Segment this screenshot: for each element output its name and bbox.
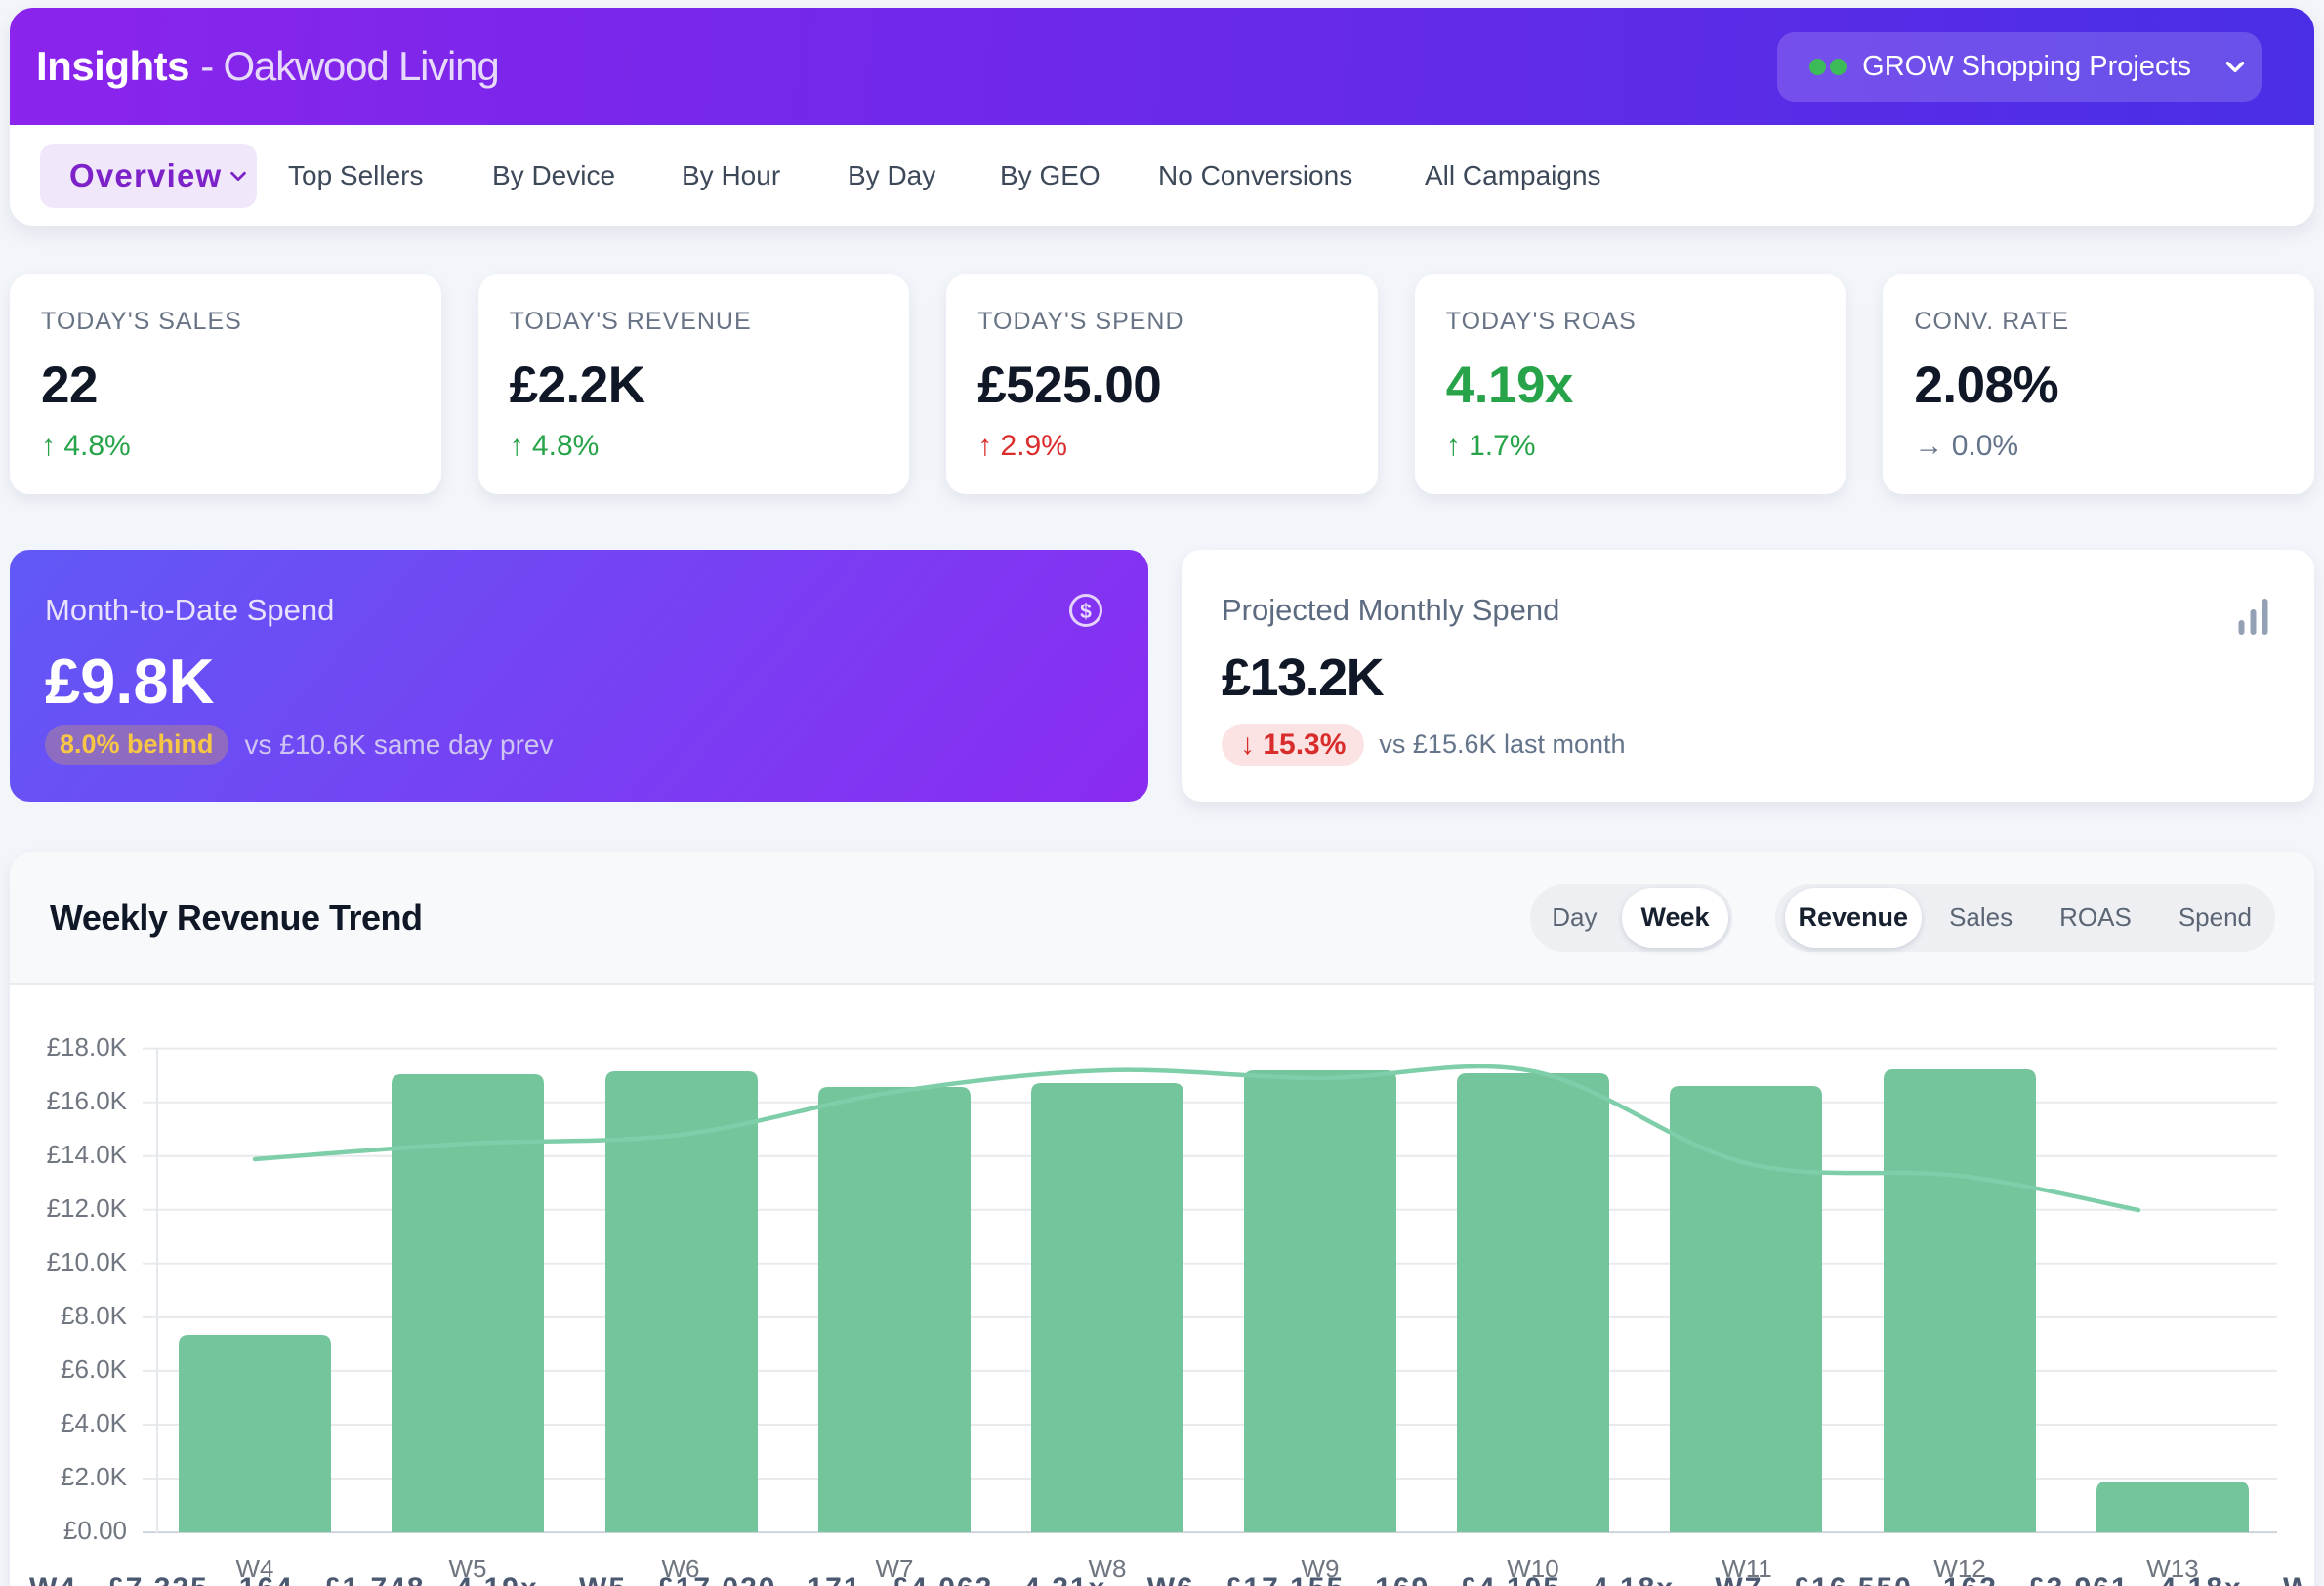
svg-text:$: $	[1080, 601, 1092, 623]
svg-text:W9: W9	[1302, 1554, 1340, 1583]
svg-text:£0.00: £0.00	[63, 1516, 127, 1545]
svg-text:£8.0K: £8.0K	[61, 1301, 128, 1330]
svg-text:W13: W13	[2146, 1554, 2198, 1583]
svg-text:£2.0K: £2.0K	[61, 1462, 128, 1491]
svg-text:£16.0K: £16.0K	[47, 1086, 128, 1115]
svg-text:W6: W6	[662, 1554, 700, 1583]
svg-text:£12.0K: £12.0K	[47, 1193, 128, 1223]
svg-text:W8: W8	[1089, 1554, 1127, 1583]
svg-text:£14.0K: £14.0K	[47, 1140, 128, 1169]
svg-text:£18.0K: £18.0K	[47, 1032, 128, 1062]
svg-text:W5: W5	[449, 1554, 487, 1583]
svg-text:£10.0K: £10.0K	[47, 1247, 128, 1276]
svg-text:W12: W12	[1933, 1554, 1985, 1583]
svg-text:W7: W7	[876, 1554, 914, 1583]
svg-text:W4: W4	[236, 1554, 274, 1583]
svg-text:W10: W10	[1507, 1554, 1558, 1583]
svg-text:W11: W11	[1722, 1554, 1772, 1583]
svg-text:£6.0K: £6.0K	[61, 1355, 128, 1384]
svg-text:£4.0K: £4.0K	[61, 1408, 128, 1438]
